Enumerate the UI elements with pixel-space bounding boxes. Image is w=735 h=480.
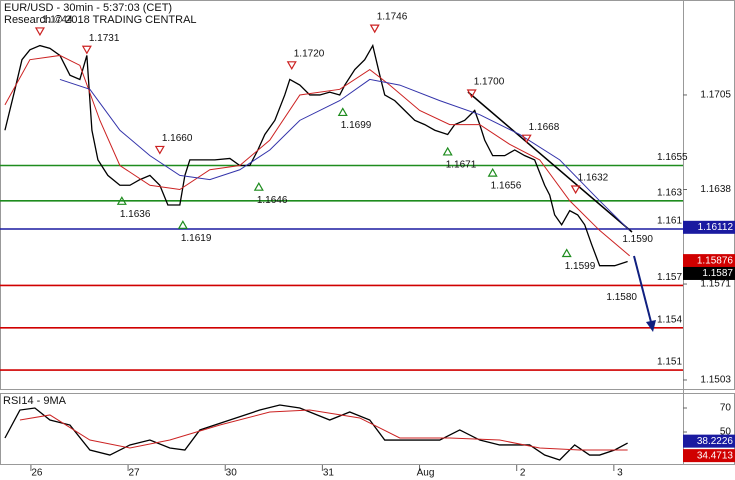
peak-marker <box>34 27 45 37</box>
trough-label: 1.1636 <box>120 209 151 220</box>
level-label: 1.157 <box>657 272 682 283</box>
peak-label: 1.1744 <box>42 15 73 26</box>
y-tick-label: 70 <box>720 403 732 414</box>
peak-label: 1.1660 <box>162 133 193 144</box>
peak-marker <box>369 24 380 34</box>
peak-marker <box>466 89 477 99</box>
projection-label: 1.1580 <box>606 292 637 303</box>
price-tag-label: 1.1587 <box>702 268 733 279</box>
series-line <box>4 43 628 267</box>
projection-label: 1.1590 <box>622 234 653 245</box>
peak-marker <box>570 185 581 195</box>
price-tag-label: 34.4713 <box>697 450 734 461</box>
y-tick-label: 1.1705 <box>700 90 731 101</box>
trend-line <box>467 91 633 233</box>
trough-label: 1.1671 <box>446 160 477 171</box>
trough-marker <box>177 220 188 229</box>
y-tick-label: 1.1571 <box>700 279 731 290</box>
peak-label: 1.1632 <box>578 173 609 184</box>
x-tick-label: 3 <box>617 468 623 479</box>
level-label: 1.154 <box>657 314 682 325</box>
price-tag-label: 1.15876 <box>697 255 734 266</box>
peak-label: 1.1700 <box>474 77 505 88</box>
level-label: 1.1655 <box>657 152 688 163</box>
y-tick-label: 1.1503 <box>700 375 731 386</box>
trough-marker <box>337 107 348 117</box>
series-line <box>19 409 628 451</box>
series-line <box>4 404 628 461</box>
price-tag <box>683 434 735 448</box>
chart-title: EUR/USD - 30min - 5:37:03 (CET) <box>4 2 172 14</box>
rsi-title: RSI14 - 9MA <box>3 395 67 407</box>
y-tick-label: 50 <box>720 427 732 438</box>
price-tag <box>683 266 735 280</box>
x-tick-label: 31 <box>323 468 335 479</box>
peak-label: 1.1731 <box>89 33 120 44</box>
price-tag-label: 38.2226 <box>697 436 734 447</box>
chart-subtitle: Research © 2018 TRADING CENTRAL <box>4 14 197 26</box>
price-tag-label: 1.16112 <box>698 222 734 233</box>
peak-marker <box>81 45 92 55</box>
peak-label: 1.1746 <box>377 12 408 23</box>
level-label: 1.161 <box>657 216 682 227</box>
trough-marker <box>561 248 572 258</box>
peak-marker <box>154 145 165 155</box>
trough-label: 1.1619 <box>181 233 212 244</box>
level-label: 1.163 <box>657 187 682 198</box>
peak-marker <box>286 61 297 71</box>
trend-arrow-head <box>646 320 656 332</box>
trough-marker <box>442 146 453 156</box>
x-tick-label: Aug <box>417 468 435 479</box>
trough-label: 1.1699 <box>341 120 372 131</box>
trough-label: 1.1646 <box>257 195 288 206</box>
peak-label: 1.1668 <box>529 122 560 133</box>
rsi-panel-frame <box>0 393 735 465</box>
y-tick-label: 1.1638 <box>700 184 731 195</box>
trough-label: 1.1656 <box>491 181 522 192</box>
price-tag <box>683 449 735 463</box>
series-line <box>59 78 631 231</box>
plot-layer: 1.1705 1.1638 1.1571 1.1503 1.1655 1.163 1.161… <box>0 12 735 479</box>
trough-marker <box>116 196 127 205</box>
trough-label: 1.1599 <box>565 261 596 272</box>
level-label: 1.151 <box>657 357 682 368</box>
peak-label: 1.1720 <box>294 48 325 59</box>
price-panel-frame <box>0 0 735 390</box>
x-tick-label: 27 <box>129 468 141 479</box>
x-tick-label: 2 <box>520 468 526 479</box>
series-line <box>4 54 630 257</box>
trough-marker <box>253 181 264 191</box>
trough-marker <box>487 167 498 177</box>
x-tick-label: 30 <box>226 468 238 479</box>
price-tag <box>683 220 735 234</box>
peak-marker <box>521 134 532 144</box>
x-tick-label: 26 <box>31 468 43 479</box>
trend-arrow <box>633 255 652 323</box>
price-tag <box>683 254 735 268</box>
